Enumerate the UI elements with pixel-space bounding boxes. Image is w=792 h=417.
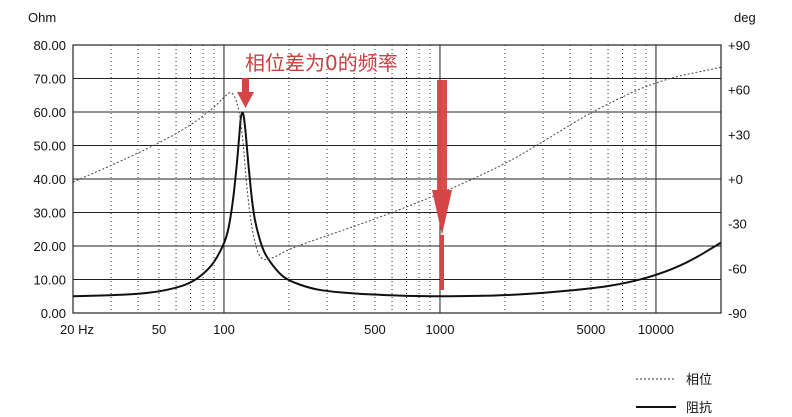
annotation-group: 相位差为0的频率: [237, 51, 452, 290]
impedance-series-line: [72, 111, 722, 298]
y-left-tick-label: 80.00: [33, 38, 66, 53]
x-tick-label: 50: [152, 322, 166, 337]
legend: 相位 阻抗: [636, 373, 712, 416]
y-left-tick-label: 70.00: [33, 72, 66, 87]
left-axis-unit: Ohm: [28, 10, 56, 25]
series-lines: [72, 66, 722, 298]
y-right-tick-label: +60: [728, 83, 750, 98]
y-left-tick-label: 60.00: [33, 105, 66, 120]
y-left-tick-label: 20.00: [33, 239, 66, 254]
y-right-tick-label: -30: [728, 217, 747, 232]
y-left-tick-label: 0.00: [41, 306, 66, 321]
x-tick-label: 20 Hz: [60, 322, 94, 337]
x-tick-label: 1000: [426, 322, 455, 337]
y-left-tick-label: 50.00: [33, 139, 66, 154]
x-tick-label: 10000: [638, 322, 674, 337]
legend-label-impedance: 阻抗: [686, 401, 712, 416]
annotation-arrow-left: [237, 78, 254, 108]
legend-label-phase: 相位: [686, 373, 712, 388]
y-right-tick-label: -60: [728, 261, 747, 276]
right-axis-unit: deg: [734, 10, 756, 25]
plot-frame: [72, 44, 722, 314]
annotation-arrow-right: [432, 80, 452, 290]
tick-labels: 80.00 70.00 60.00 50.00 40.00 30.00 20.00 10.00…: [33, 38, 750, 337]
y-left-tick-label: 30.00: [33, 206, 66, 221]
annotation-label: 相位差为0的频率: [245, 51, 398, 75]
y-left-tick-label: 10.00: [33, 273, 66, 288]
x-tick-label: 500: [364, 322, 386, 337]
phase-series-line: [72, 66, 722, 261]
x-tick-label: 5000: [576, 322, 605, 337]
y-right-tick-label: +30: [728, 127, 750, 142]
y-right-tick-label: +0: [728, 172, 743, 187]
y-left-tick-label: 40.00: [33, 172, 66, 187]
y-right-tick-label: +90: [728, 38, 750, 53]
x-tick-label: 100: [213, 322, 235, 337]
y-right-tick-label: -90: [728, 306, 747, 321]
